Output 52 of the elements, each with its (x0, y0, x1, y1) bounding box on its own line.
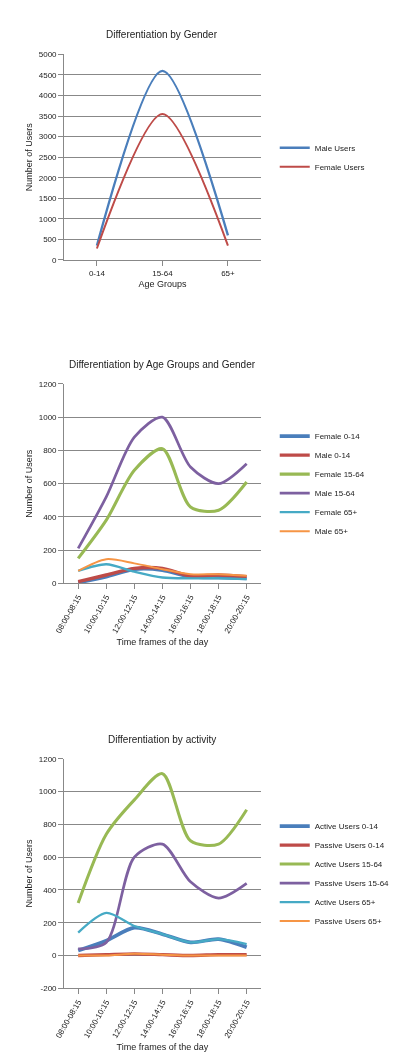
legend-label: Male 0-14 (314, 451, 351, 461)
x-axis-title: Age Groups (138, 279, 187, 290)
legend-label: Active Users 15-64 (314, 860, 383, 870)
legend-label: Female 65+ (314, 508, 358, 518)
legend-label: Active Users 0-14 (314, 822, 379, 832)
legend-label: Male Users (314, 143, 356, 153)
y-tick-label: 0 (52, 579, 58, 589)
y-tick-label: 800 (43, 820, 58, 830)
y-tick-label: 0 (52, 951, 58, 961)
y-tick-label: 4000 (38, 91, 58, 101)
y-tick-label: 3000 (38, 132, 58, 142)
y-tick-label: 200 (43, 545, 58, 555)
y-axis-title: Number of Users (24, 122, 35, 192)
y-axis-title: Number of Users (24, 839, 35, 908)
chart-title: Differentiation by activity (108, 734, 217, 745)
y-tick-label: 2500 (38, 153, 58, 162)
y-tick-label: 500 (43, 235, 58, 245)
legend-label: Female 0-14 (314, 432, 361, 442)
legend-label: Male 15-64 (314, 489, 356, 499)
legend-label: Male 65+ (314, 527, 349, 537)
y-tick-label: 600 (43, 479, 58, 489)
y-tick-label: 800 (43, 446, 58, 456)
y-tick-label: 2000 (38, 173, 58, 183)
legend-label: Female 15-64 (314, 470, 365, 480)
x-tick-label: 65+ (221, 268, 236, 278)
y-tick-label: 5000 (38, 50, 58, 60)
x-tick-label: 0-14 (88, 268, 106, 278)
y-tick-label: 1000 (38, 787, 58, 797)
legend-label: Passive Users 65+ (314, 917, 382, 927)
legend-label: Passive Users 15-64 (314, 879, 390, 889)
y-tick-label: 400 (43, 512, 58, 522)
x-axis-title: Time frames of the day (116, 636, 209, 647)
y-tick-label: 1200 (38, 754, 58, 764)
y-axis-title: Number of Users (24, 449, 35, 518)
y-tick-label: 0 (52, 255, 58, 265)
y-tick-label: 1000 (38, 214, 58, 224)
y-tick-label: 4500 (38, 70, 58, 80)
y-tick-label: 3500 (38, 111, 58, 121)
y-tick-label: 1500 (38, 194, 58, 204)
legend-label: Active Users 65+ (314, 898, 376, 908)
y-tick-label: 200 (43, 918, 58, 928)
x-tick-label: 15-64 (152, 268, 174, 278)
chart-title: Differentiation by Gender (106, 29, 218, 40)
y-tick-label: -200 (40, 984, 58, 994)
y-tick-label: 400 (43, 885, 58, 895)
y-tick-label: 1200 (38, 379, 58, 389)
y-tick-label: 600 (43, 853, 58, 863)
chart-title: Differentiation by Age Groups and Gender (69, 359, 256, 370)
legend-label: Passive Users 0-14 (314, 841, 385, 851)
x-axis-title: Time frames of the day (116, 1041, 209, 1052)
legend-label: Female Users (314, 162, 365, 172)
y-tick-label: 1000 (38, 412, 58, 422)
